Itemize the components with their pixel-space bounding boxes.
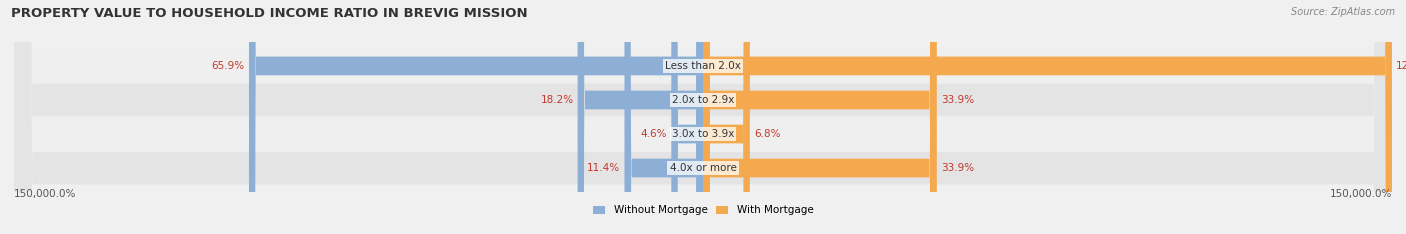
Text: 4.6%: 4.6%: [641, 129, 668, 139]
Text: 33.9%: 33.9%: [941, 163, 974, 173]
FancyBboxPatch shape: [671, 0, 703, 234]
FancyBboxPatch shape: [624, 0, 703, 234]
Text: 150,000.0%: 150,000.0%: [1330, 189, 1392, 199]
Legend: Without Mortgage, With Mortgage: Without Mortgage, With Mortgage: [589, 201, 817, 220]
Text: 6.8%: 6.8%: [754, 129, 780, 139]
FancyBboxPatch shape: [703, 0, 1392, 234]
Text: Source: ZipAtlas.com: Source: ZipAtlas.com: [1291, 7, 1395, 17]
Text: 3.0x to 3.9x: 3.0x to 3.9x: [672, 129, 734, 139]
Text: PROPERTY VALUE TO HOUSEHOLD INCOME RATIO IN BREVIG MISSION: PROPERTY VALUE TO HOUSEHOLD INCOME RATIO…: [11, 7, 527, 20]
FancyBboxPatch shape: [578, 0, 703, 234]
Text: Less than 2.0x: Less than 2.0x: [665, 61, 741, 71]
FancyBboxPatch shape: [703, 0, 936, 234]
FancyBboxPatch shape: [14, 0, 1392, 234]
Text: 150,000.0%: 150,000.0%: [14, 189, 76, 199]
Text: 65.9%: 65.9%: [212, 61, 245, 71]
FancyBboxPatch shape: [703, 0, 936, 234]
Text: 11.4%: 11.4%: [588, 163, 620, 173]
FancyBboxPatch shape: [14, 0, 1392, 234]
FancyBboxPatch shape: [14, 0, 1392, 234]
Text: 18.2%: 18.2%: [540, 95, 574, 105]
FancyBboxPatch shape: [703, 0, 749, 234]
Text: 2.0x to 2.9x: 2.0x to 2.9x: [672, 95, 734, 105]
FancyBboxPatch shape: [249, 0, 703, 234]
Text: 127,696.6%: 127,696.6%: [1396, 61, 1406, 71]
FancyBboxPatch shape: [14, 0, 1392, 234]
Text: 33.9%: 33.9%: [941, 95, 974, 105]
Text: 4.0x or more: 4.0x or more: [669, 163, 737, 173]
